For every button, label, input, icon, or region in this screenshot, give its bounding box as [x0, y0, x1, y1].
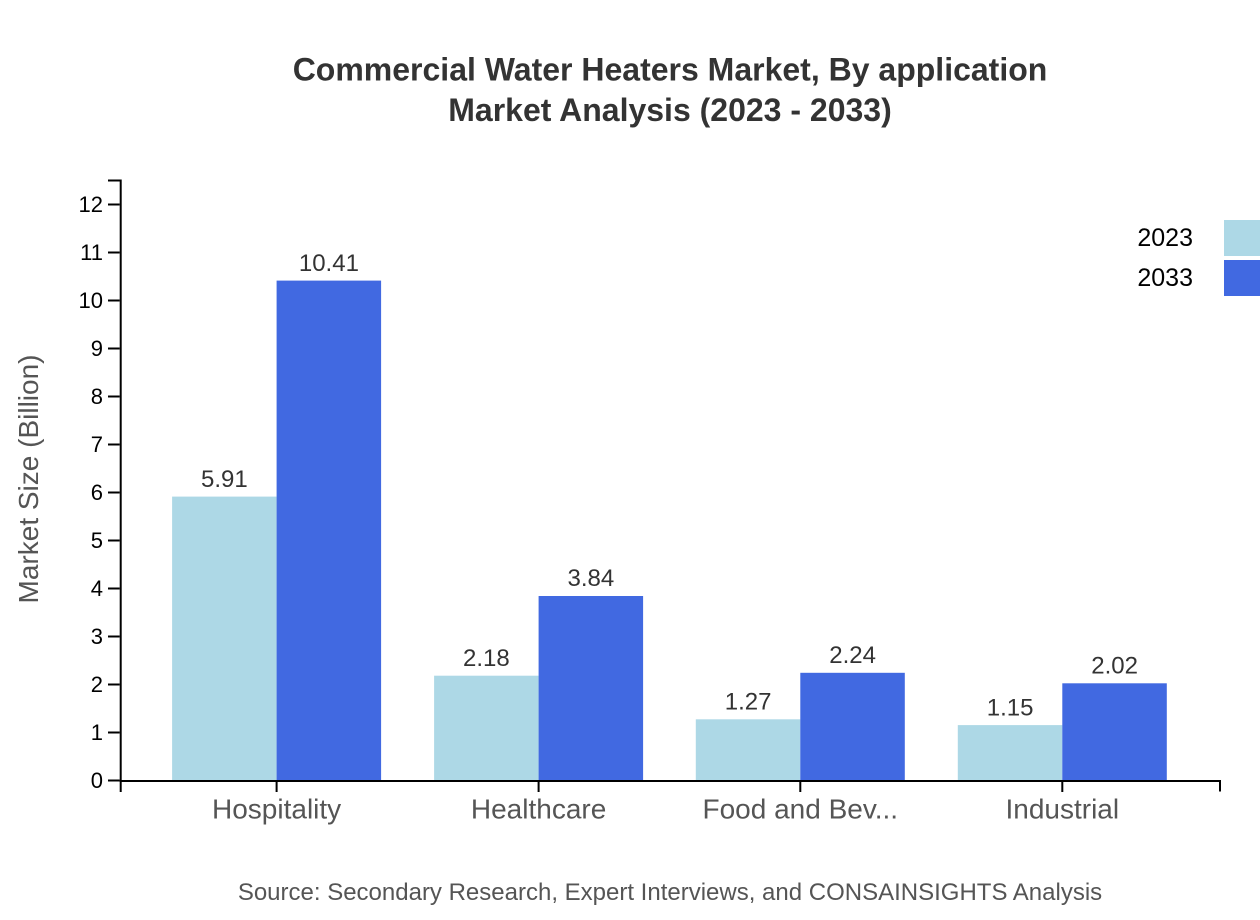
svg-text:5.91: 5.91	[201, 466, 248, 493]
svg-text:Market Size (Billion): Market Size (Billion)	[13, 355, 44, 604]
svg-text:Source: Secondary Research, Ex: Source: Secondary Research, Expert Inter…	[238, 879, 1102, 906]
svg-text:2.02: 2.02	[1091, 653, 1138, 680]
svg-text:Hospitality: Hospitality	[212, 794, 341, 825]
svg-text:2023: 2023	[1137, 224, 1193, 252]
svg-text:Healthcare: Healthcare	[471, 794, 606, 825]
svg-text:1.15: 1.15	[987, 694, 1034, 721]
svg-text:1.27: 1.27	[725, 689, 772, 716]
svg-text:Market Analysis (2023 - 2033): Market Analysis (2023 - 2033)	[448, 92, 892, 128]
svg-text:1: 1	[91, 720, 103, 745]
svg-text:3: 3	[91, 624, 103, 649]
svg-text:Commercial Water Heaters Marke: Commercial Water Heaters Market, By appl…	[293, 52, 1048, 88]
svg-text:9: 9	[91, 336, 103, 361]
svg-text:12: 12	[79, 192, 103, 217]
svg-text:2.24: 2.24	[829, 642, 876, 669]
svg-text:4: 4	[91, 576, 103, 601]
svg-text:7: 7	[91, 432, 103, 457]
svg-text:0: 0	[91, 768, 103, 793]
svg-text:10.41: 10.41	[299, 250, 359, 277]
svg-text:Food and Bev...: Food and Bev...	[702, 794, 898, 825]
svg-text:8: 8	[91, 384, 103, 409]
svg-text:2.18: 2.18	[463, 645, 510, 672]
svg-text:5: 5	[91, 528, 103, 553]
svg-text:6: 6	[91, 480, 103, 505]
svg-text:Industrial: Industrial	[1005, 794, 1119, 825]
svg-text:2: 2	[91, 672, 103, 697]
svg-text:10: 10	[79, 288, 103, 313]
svg-text:11: 11	[80, 240, 103, 265]
svg-text:2033: 2033	[1137, 264, 1193, 292]
svg-text:3.84: 3.84	[568, 565, 615, 592]
